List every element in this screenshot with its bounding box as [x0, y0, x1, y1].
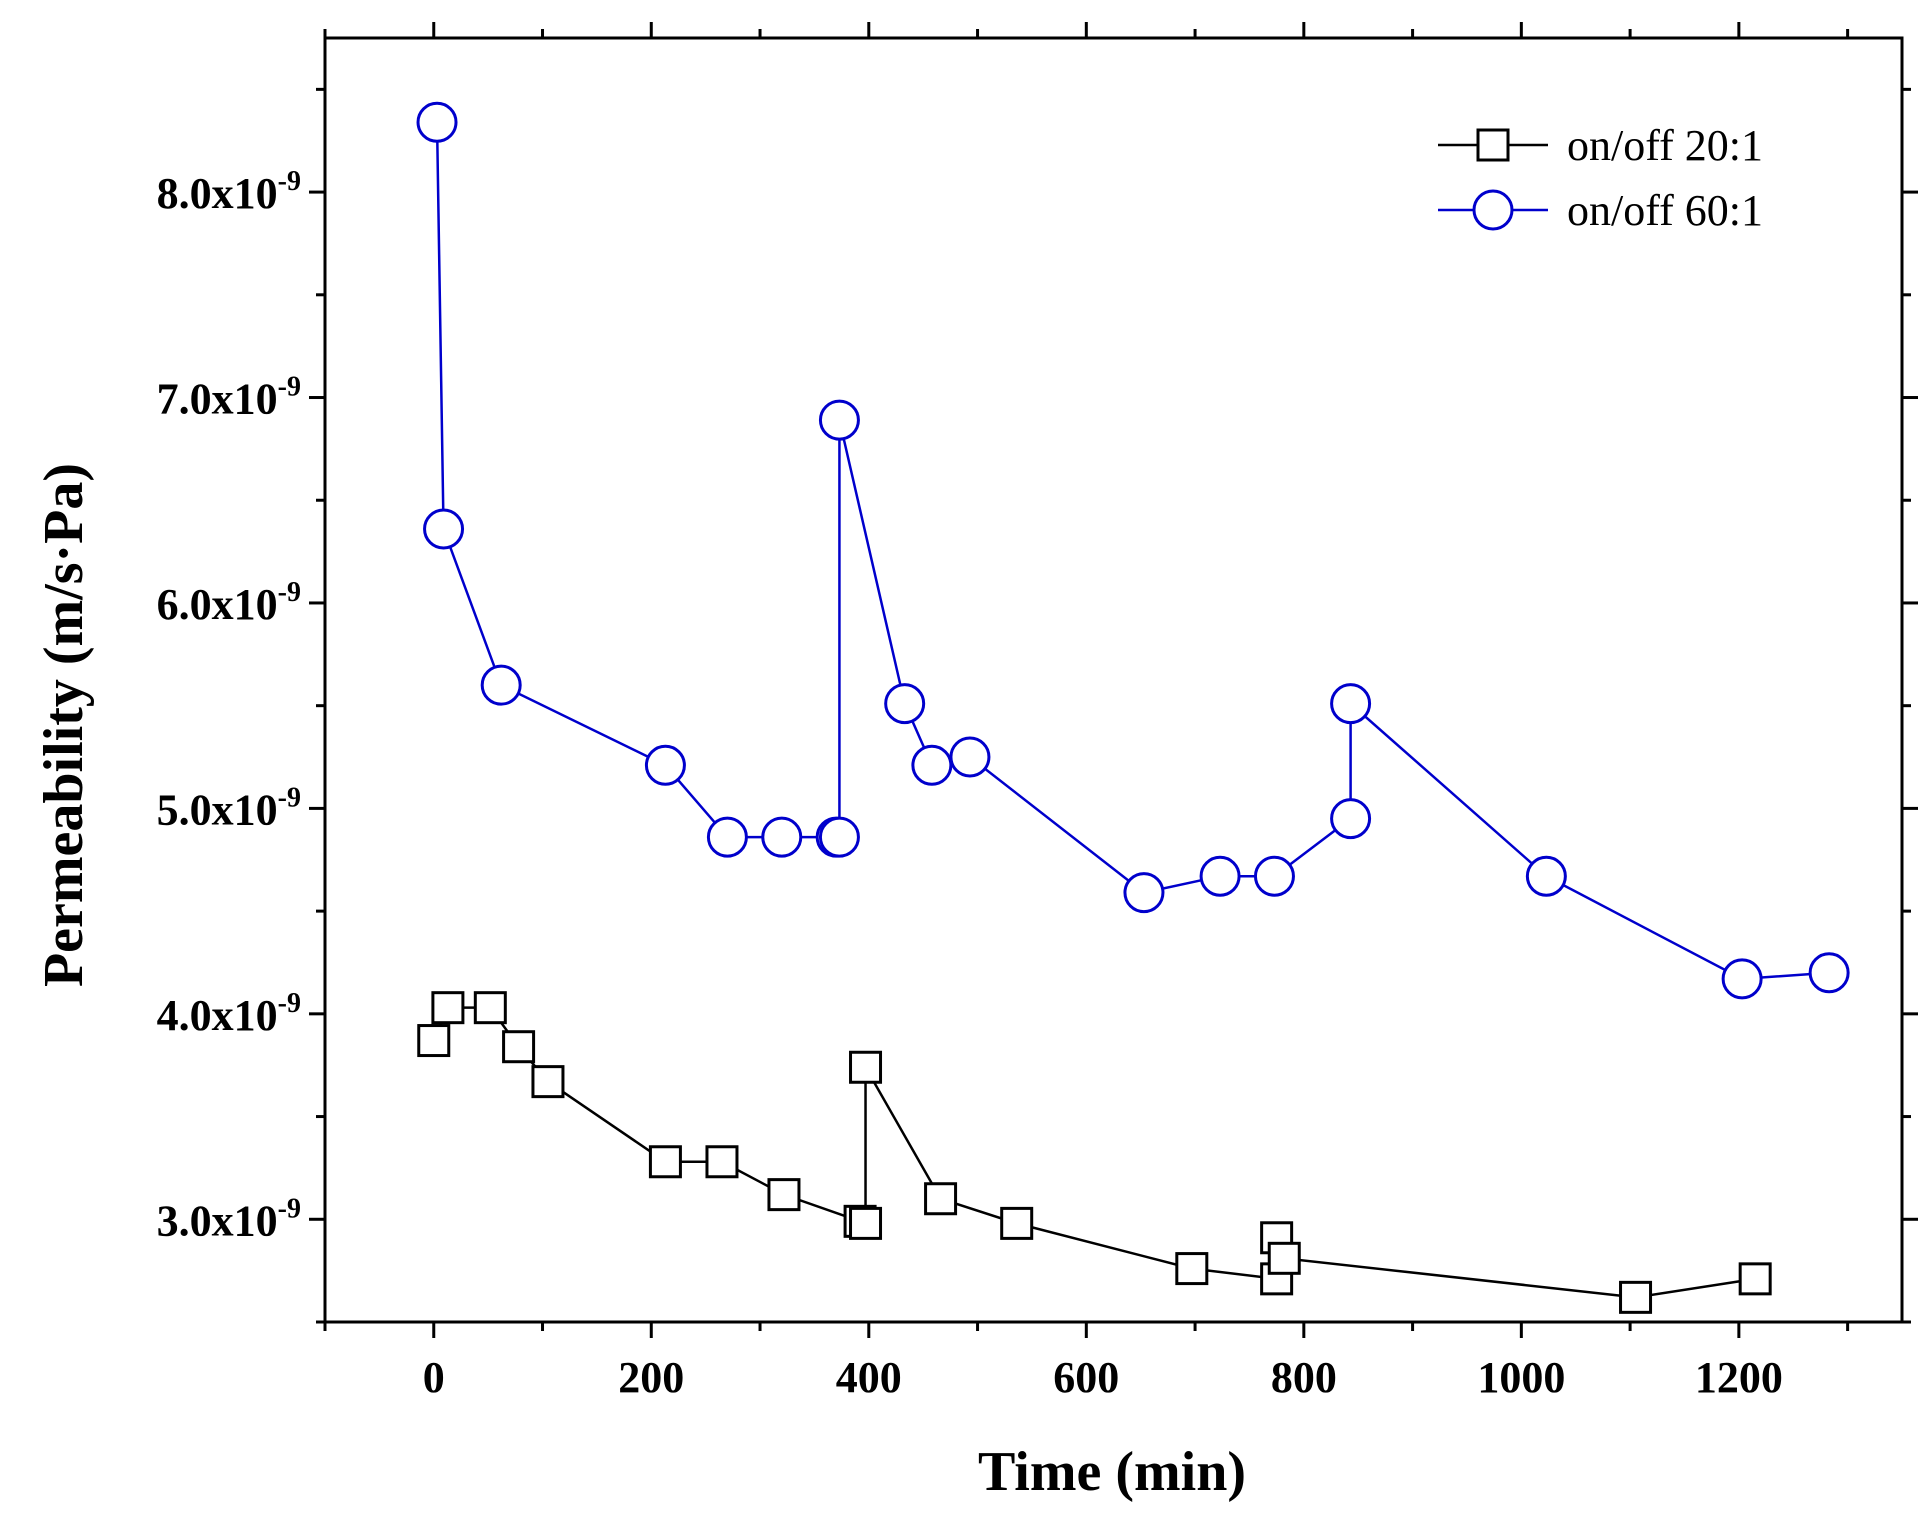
x-tick-label: 600 [1053, 1353, 1119, 1402]
data-point-circle [1721, 958, 1763, 1000]
data-point-square [531, 1065, 565, 1099]
data-point-square [502, 1030, 536, 1064]
x-tick-label: 800 [1271, 1353, 1337, 1402]
series-1 [417, 991, 1772, 1314]
data-point-circle [1123, 872, 1165, 914]
legend: on/off 20:1 on/off 60:1 [1438, 121, 1763, 235]
legend-label: on/off 20:1 [1567, 121, 1763, 170]
data-point-square [1619, 1280, 1653, 1314]
data-point-circle [761, 816, 803, 858]
y-tick-label: 7.0x10-9 [157, 372, 301, 424]
data-point-square [1267, 1241, 1301, 1275]
y-tick-label: 5.0x10-9 [157, 782, 301, 834]
series-layer [416, 101, 1850, 1314]
legend-entry-2: on/off 60:1 [1438, 186, 1763, 235]
data-point-circle [423, 508, 465, 550]
data-point-circle [706, 816, 748, 858]
x-tick-label: 0 [423, 1353, 445, 1402]
y-tick-label: 8.0x10-9 [157, 166, 301, 218]
series-2 [416, 101, 1850, 1000]
data-point-circle [1330, 798, 1372, 840]
y-tick-label: 6.0x10-9 [157, 577, 301, 629]
data-point-circle [1808, 952, 1850, 994]
data-point-square [849, 1206, 883, 1240]
data-point-square [1738, 1262, 1772, 1296]
x-tick-label: 200 [618, 1353, 684, 1402]
data-point-circle [884, 683, 926, 725]
data-point-circle [1330, 683, 1372, 725]
data-point-circle [1525, 855, 1567, 897]
data-point-circle [1253, 855, 1295, 897]
data-point-circle [818, 399, 860, 441]
data-point-square [924, 1182, 958, 1216]
legend-square-marker [1476, 128, 1510, 162]
data-point-circle [949, 736, 991, 778]
data-point-square [767, 1178, 801, 1212]
y-axis-title: Permeability (m/s·Pa) [33, 463, 95, 987]
data-point-circle [416, 101, 458, 143]
axes-layer: 0 200 400 600 800 1000 1200 3.0x10-9 4.0x10-9 5.0… [157, 22, 1918, 1402]
data-point-circle [1199, 855, 1241, 897]
data-point-square [431, 991, 465, 1025]
data-point-square [648, 1145, 682, 1179]
y-tick-label: 3.0x10-9 [157, 1193, 301, 1245]
y-tick-label: 4.0x10-9 [157, 988, 301, 1040]
data-point-square [473, 991, 507, 1025]
legend-label: on/off 60:1 [1567, 186, 1763, 235]
x-axis-title: Time (min) [978, 1441, 1246, 1503]
x-tick-label: 1200 [1695, 1353, 1783, 1402]
plot-frame [323, 36, 1904, 1324]
data-point-square [1000, 1206, 1034, 1240]
data-point-circle [644, 744, 686, 786]
data-point-square [1175, 1252, 1209, 1286]
legend-entry-1: on/off 20:1 [1438, 121, 1763, 170]
legend-circle-marker [1472, 189, 1514, 231]
data-point-circle [911, 744, 953, 786]
data-point-circle [480, 664, 522, 706]
x-tick-label: 400 [836, 1353, 902, 1402]
data-point-square [849, 1050, 883, 1084]
x-tick-label: 1000 [1477, 1353, 1565, 1402]
data-point-square [705, 1145, 739, 1179]
data-point-square [417, 1024, 451, 1058]
data-point-circle [818, 816, 860, 858]
